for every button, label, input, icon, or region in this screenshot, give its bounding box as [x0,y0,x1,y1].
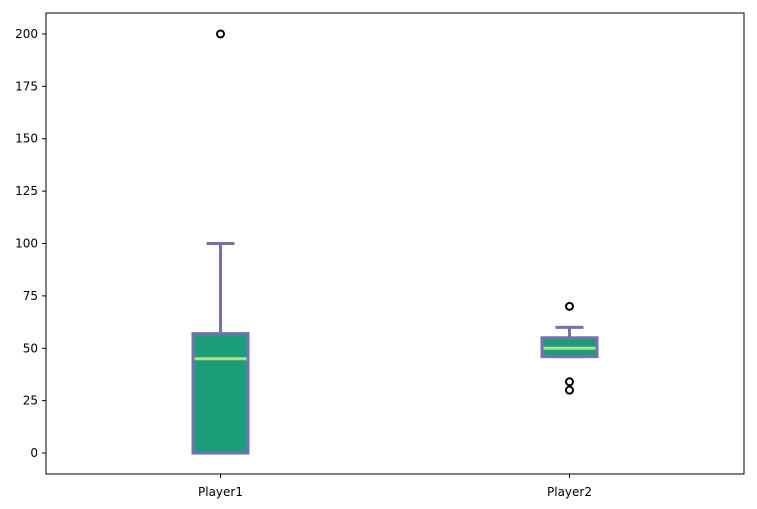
y-tick-label: 175 [15,79,38,93]
box-iqr [191,332,250,455]
x-tick-label: Player2 [547,485,592,499]
y-tick-label: 125 [15,184,38,198]
y-tick-label: 75 [23,289,38,303]
outlier-point [565,301,574,311]
y-tick-label: 100 [15,237,38,251]
y-tick-label: 200 [15,27,38,41]
outlier-point [565,385,574,395]
box-player2 [540,301,599,395]
plot-frame [45,12,745,475]
axis-ticks: 0 25 50 75 100 125 150 175 200 Player1 Player2 [15,27,592,499]
plot-area [191,29,599,455]
y-tick-label: 25 [23,394,38,408]
box-player1 [191,29,250,455]
x-tick-label: Player1 [198,485,243,499]
y-tick-label: 150 [15,132,38,146]
outlier-point [565,377,574,387]
y-tick-label: 0 [30,446,38,460]
outlier-point [216,29,225,39]
y-tick-label: 50 [23,341,38,355]
